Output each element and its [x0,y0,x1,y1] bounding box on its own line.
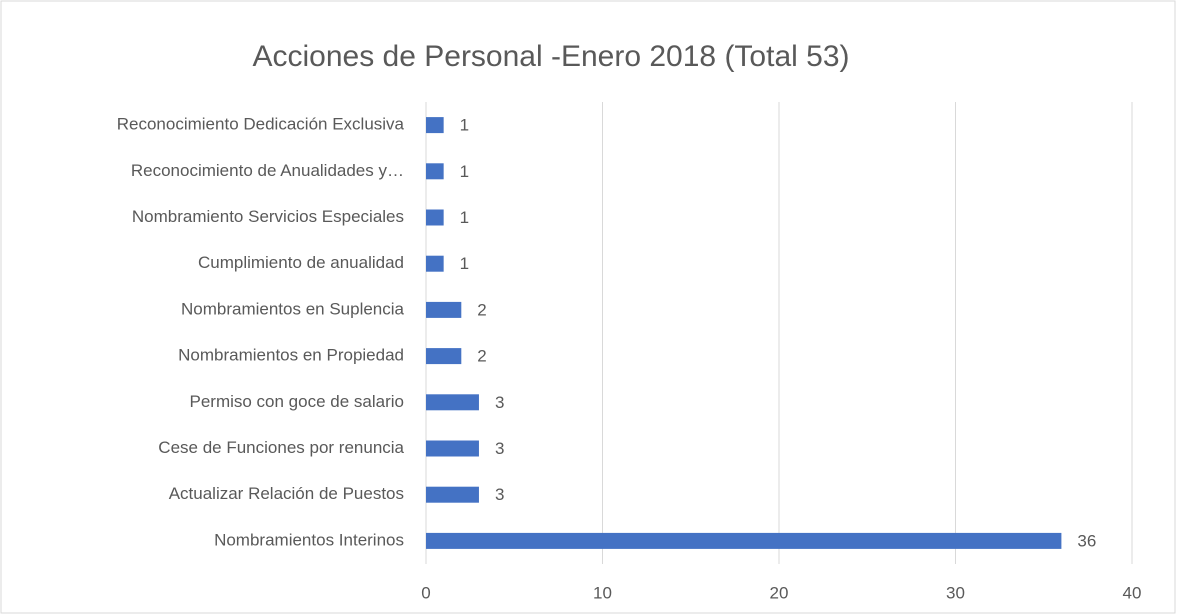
value-label: 3 [495,485,504,504]
y-tick-label: Permiso con goce de salario [189,392,404,411]
y-tick-label: Nombramientos en Propiedad [178,346,404,365]
value-label: 2 [477,300,486,319]
bar [426,532,1062,549]
bar [426,255,444,272]
chart-title: Acciones de Personal -Enero 2018 (Total … [252,40,849,73]
x-tick-label: 30 [946,583,965,602]
value-label: 1 [460,162,469,181]
value-label: 1 [460,254,469,273]
bar [426,209,444,226]
bar [426,348,462,365]
y-tick-label: Actualizar Relación de Puestos [169,484,404,503]
value-label: 3 [495,439,504,458]
value-label: 3 [495,393,504,412]
value-label: 2 [477,347,486,366]
y-tick-label: Nombramientos Interinos [214,530,404,549]
y-tick-label: Nombramientos en Suplencia [181,299,405,318]
y-tick-label: Reconocimiento Dedicación Exclusiva [117,115,405,134]
bar [426,163,444,180]
bar [426,394,479,411]
y-tick-label: Cese de Funciones por renuncia [158,438,404,457]
y-tick-label: Reconocimiento de Anualidades y… [131,161,404,180]
bar [426,486,479,503]
bar [426,301,462,318]
x-tick-label: 20 [770,583,789,602]
bar [426,440,479,457]
x-tick-label: 10 [593,583,612,602]
x-tick-label: 40 [1123,583,1142,602]
x-tick-label: 0 [421,583,430,602]
y-tick-label: Nombramiento Servicios Especiales [132,207,404,226]
y-tick-label: Cumplimiento de anualidad [198,253,404,272]
value-label: 36 [1077,531,1096,550]
value-label: 1 [460,208,469,227]
bar [426,117,444,134]
value-label: 1 [460,116,469,135]
